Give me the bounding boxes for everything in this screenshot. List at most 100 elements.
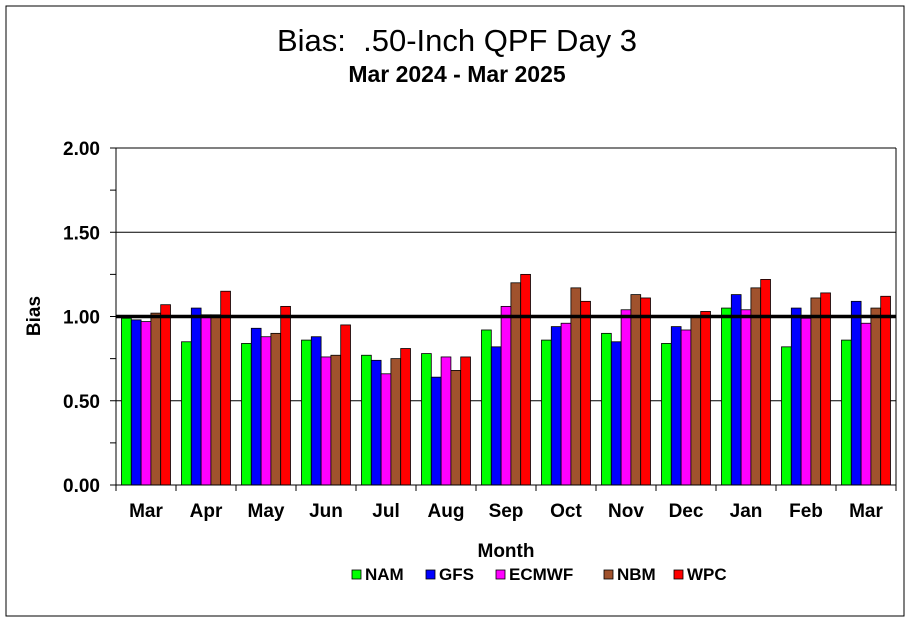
- bar-wpc-9: [700, 311, 711, 486]
- bar-nbm-4: [390, 358, 402, 486]
- bar-nbm-11: [810, 297, 822, 486]
- y-tick-label-2: 1.00: [63, 308, 100, 329]
- bar-wpc-3: [340, 324, 351, 486]
- bar-gfs-4: [370, 359, 382, 486]
- bar-wpc-6: [520, 273, 531, 486]
- x-tick-label-0: Mar: [129, 501, 163, 522]
- bar-gfs-11: [790, 307, 802, 486]
- bar-ecmwf-11: [800, 317, 812, 486]
- bar-nam-11: [781, 346, 792, 486]
- bar-ecmwf-1: [200, 314, 212, 486]
- bar-nbm-5: [450, 370, 462, 486]
- legend: NAM GFS ECMWF NBM WPC: [351, 565, 727, 584]
- legend-label-nbm: NBM: [617, 565, 656, 584]
- bar-nbm-8: [630, 294, 642, 486]
- bar-gfs-5: [430, 376, 442, 486]
- x-tick-label-3: Jun: [309, 501, 343, 522]
- y-tick-label-0: 0.00: [63, 476, 100, 497]
- x-axis-label: Month: [478, 541, 535, 562]
- bar-gfs-1: [190, 307, 202, 486]
- bar-wpc-7: [580, 300, 591, 486]
- bar-nam-6: [481, 329, 492, 486]
- bar-gfs-9: [670, 326, 682, 486]
- legend-swatch-gfs: [425, 569, 436, 580]
- legend-label-wpc: WPC: [687, 565, 727, 584]
- legend-swatch-wpc: [673, 569, 684, 580]
- bar-nam-7: [541, 339, 552, 486]
- x-tick-label-5: Aug: [428, 501, 465, 522]
- bar-wpc-5: [460, 356, 471, 486]
- bar-gfs-6: [490, 346, 502, 486]
- x-tick-label-7: Oct: [550, 501, 582, 522]
- x-tick-label-1: Apr: [190, 501, 223, 522]
- bar-ecmwf-7: [560, 322, 572, 486]
- bar-gfs-8: [610, 341, 622, 486]
- bar-nbm-3: [330, 354, 342, 486]
- bar-nam-9: [661, 343, 672, 486]
- legend-label-ecmwf: ECMWF: [509, 565, 573, 584]
- bar-nbm-12: [870, 307, 882, 486]
- legend-label-gfs: GFS: [439, 565, 474, 584]
- x-tick-label-12: Mar: [849, 501, 883, 522]
- bar-gfs-10: [730, 294, 742, 486]
- x-tick-label-2: May: [248, 501, 285, 522]
- bar-nam-8: [601, 332, 612, 486]
- bar-ecmwf-10: [740, 309, 752, 486]
- chart-title: Bias: .50-Inch QPF Day 3: [277, 23, 637, 58]
- bar-ecmwf-5: [440, 356, 452, 486]
- bar-wpc-10: [760, 279, 771, 486]
- bar-gfs-3: [310, 336, 322, 486]
- y-tick-label-3: 1.50: [63, 223, 100, 244]
- x-tick-label-9: Dec: [669, 501, 704, 522]
- bar-ecmwf-9: [680, 329, 692, 486]
- bar-ecmwf-2: [260, 336, 272, 486]
- bar-wpc-11: [820, 292, 831, 486]
- bar-nam-1: [181, 341, 192, 486]
- legend-swatch-nam: [351, 569, 362, 580]
- bar-nbm-9: [690, 316, 702, 486]
- legend-swatch-nbm: [603, 569, 614, 580]
- x-tick-label-11: Feb: [789, 501, 823, 522]
- bar-ecmwf-3: [320, 356, 332, 486]
- axes: [110, 147, 897, 491]
- bar-nam-4: [361, 354, 372, 486]
- x-tick-label-10: Jan: [730, 501, 763, 522]
- bar-gfs-12: [850, 300, 862, 486]
- bar-ecmwf-0: [140, 321, 152, 486]
- bar-nbm-6: [510, 282, 522, 486]
- x-tick-labels: Mar Apr May Jun Jul Aug Sep Oct Nov Dec Jan Feb Mar: [129, 501, 883, 522]
- bar-wpc-1: [220, 290, 231, 486]
- bar-nam-0: [121, 317, 132, 486]
- y-tick-label-1: 0.50: [63, 392, 100, 413]
- x-tick-label-6: Sep: [489, 501, 524, 522]
- bar-ecmwf-8: [620, 309, 632, 486]
- chart-subtitle: Mar 2024 - Mar 2025: [348, 61, 566, 87]
- bar-ecmwf-6: [500, 305, 512, 486]
- bar-nam-2: [241, 343, 252, 486]
- bars: [121, 273, 891, 486]
- bar-nam-3: [301, 339, 312, 486]
- bar-nam-10: [721, 307, 732, 486]
- legend-swatch-ecmwf: [495, 569, 506, 580]
- bar-gfs-7: [550, 326, 562, 486]
- x-tick-label-4: Jul: [372, 501, 399, 522]
- bar-ecmwf-12: [860, 322, 872, 486]
- bar-nbm-0: [150, 312, 162, 486]
- bar-nbm-2: [270, 332, 282, 486]
- bar-wpc-0: [160, 304, 171, 486]
- bar-gfs-0: [130, 319, 142, 486]
- bar-wpc-4: [400, 348, 411, 486]
- y-tick-label-4: 2.00: [63, 139, 100, 160]
- x-tick-label-8: Nov: [608, 501, 644, 522]
- bar-wpc-8: [640, 297, 651, 486]
- y-axis-label: Bias: [24, 296, 45, 336]
- bar-ecmwf-4: [380, 373, 392, 486]
- bar-nam-5: [421, 353, 432, 486]
- bar-gfs-2: [250, 327, 262, 486]
- legend-label-nam: NAM: [365, 565, 404, 584]
- y-tick-labels: 0.00 0.50 1.00 1.50 2.00: [63, 139, 100, 497]
- bar-wpc-2: [280, 305, 291, 486]
- bar-wpc-12: [880, 295, 891, 486]
